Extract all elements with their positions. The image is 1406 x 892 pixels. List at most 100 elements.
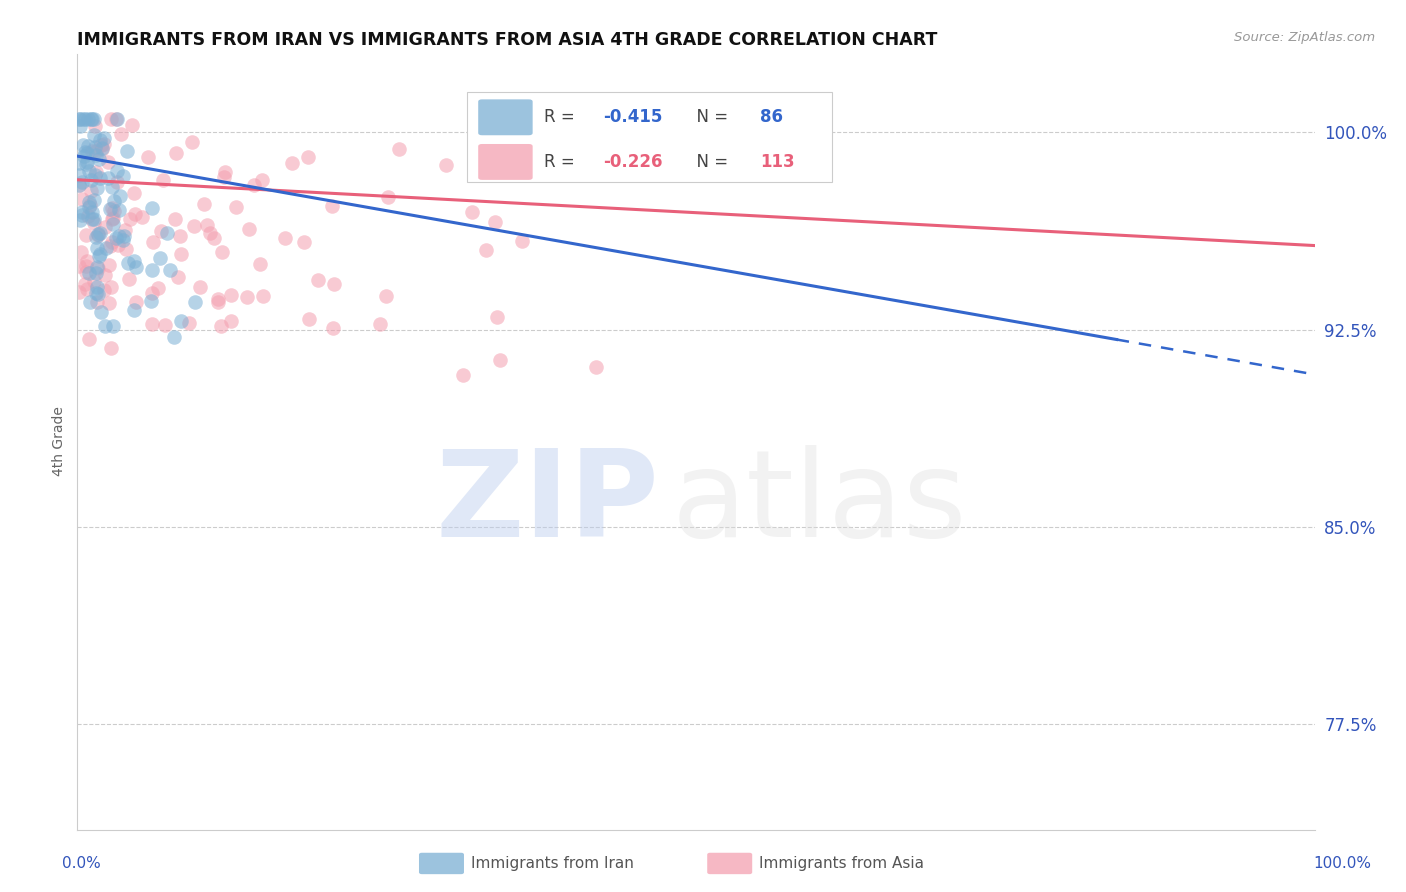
Point xyxy=(98,258,121,272)
Point xyxy=(273,231,295,245)
Point xyxy=(94,319,117,334)
Point xyxy=(67,168,90,182)
Text: R =: R = xyxy=(544,108,579,127)
Point xyxy=(73,148,96,162)
Point xyxy=(111,233,134,247)
Point xyxy=(83,211,105,226)
Point xyxy=(84,119,107,133)
Point xyxy=(75,228,97,243)
Text: R =: R = xyxy=(544,153,579,171)
Point xyxy=(101,201,124,215)
Point xyxy=(79,198,101,212)
Point xyxy=(69,213,91,227)
Point xyxy=(100,280,122,294)
Point xyxy=(100,180,122,194)
Point xyxy=(152,173,174,187)
Point xyxy=(323,277,346,291)
Point xyxy=(97,154,120,169)
Point xyxy=(87,260,110,275)
Point xyxy=(142,235,165,249)
Point xyxy=(120,211,142,226)
FancyBboxPatch shape xyxy=(467,93,832,182)
Point xyxy=(207,294,229,309)
Point xyxy=(585,359,607,374)
Point xyxy=(388,142,411,156)
Point xyxy=(98,239,121,253)
Text: Source: ZipAtlas.com: Source: ZipAtlas.com xyxy=(1234,31,1375,45)
Point xyxy=(70,176,93,190)
Point xyxy=(101,212,124,227)
Point xyxy=(141,201,163,215)
Point xyxy=(297,312,319,326)
Point xyxy=(250,173,273,187)
Point xyxy=(103,204,125,219)
Point xyxy=(115,243,138,257)
Point xyxy=(434,158,457,172)
Text: 86: 86 xyxy=(761,108,783,127)
Point xyxy=(70,205,93,219)
Point xyxy=(114,223,136,237)
Point xyxy=(83,128,105,142)
Point xyxy=(93,136,115,151)
Point xyxy=(221,287,243,301)
Point xyxy=(108,229,131,244)
Point xyxy=(211,245,233,260)
Point xyxy=(156,226,179,240)
Point xyxy=(80,112,103,127)
Point xyxy=(80,112,103,127)
Point xyxy=(107,237,129,252)
Point xyxy=(183,219,205,233)
Point xyxy=(77,164,100,178)
Point xyxy=(87,152,110,166)
Point xyxy=(94,220,117,235)
Point xyxy=(87,286,110,301)
Point xyxy=(97,171,120,186)
Point xyxy=(110,128,132,142)
Point xyxy=(86,280,108,294)
Point xyxy=(368,317,391,331)
Point xyxy=(72,112,94,127)
Point xyxy=(77,332,100,346)
Point xyxy=(125,260,148,274)
Point xyxy=(86,144,108,158)
Point xyxy=(83,274,105,288)
Point xyxy=(141,263,163,277)
Point xyxy=(86,181,108,195)
Point xyxy=(484,215,506,229)
Point xyxy=(461,205,484,219)
Point xyxy=(249,257,271,271)
Point xyxy=(94,240,117,254)
Point xyxy=(70,208,93,222)
Point xyxy=(252,289,274,303)
Point xyxy=(75,264,97,278)
Point xyxy=(76,146,98,161)
Text: 0.0%: 0.0% xyxy=(62,856,101,871)
Point xyxy=(80,184,103,198)
Point xyxy=(86,241,108,255)
Point xyxy=(84,266,107,280)
Point xyxy=(70,245,93,260)
Point xyxy=(83,216,105,230)
Point xyxy=(89,133,111,147)
Point xyxy=(105,112,128,127)
Point xyxy=(84,165,107,179)
Point xyxy=(89,226,111,240)
Point xyxy=(489,353,512,368)
Point xyxy=(155,318,177,332)
Point xyxy=(79,295,101,310)
Point xyxy=(100,112,122,127)
Point xyxy=(80,173,103,187)
Point xyxy=(209,318,232,333)
Point xyxy=(83,140,105,154)
Point xyxy=(115,144,138,158)
Point xyxy=(79,195,101,210)
Point xyxy=(307,273,329,287)
Text: Immigrants from Iran: Immigrants from Iran xyxy=(471,856,634,871)
Point xyxy=(122,253,145,268)
Point xyxy=(107,175,129,189)
Point xyxy=(297,150,319,164)
Text: IMMIGRANTS FROM IRAN VS IMMIGRANTS FROM ASIA 4TH GRADE CORRELATION CHART: IMMIGRANTS FROM IRAN VS IMMIGRANTS FROM … xyxy=(77,31,938,49)
Point xyxy=(149,251,172,265)
Point xyxy=(139,293,162,308)
FancyBboxPatch shape xyxy=(478,144,533,180)
